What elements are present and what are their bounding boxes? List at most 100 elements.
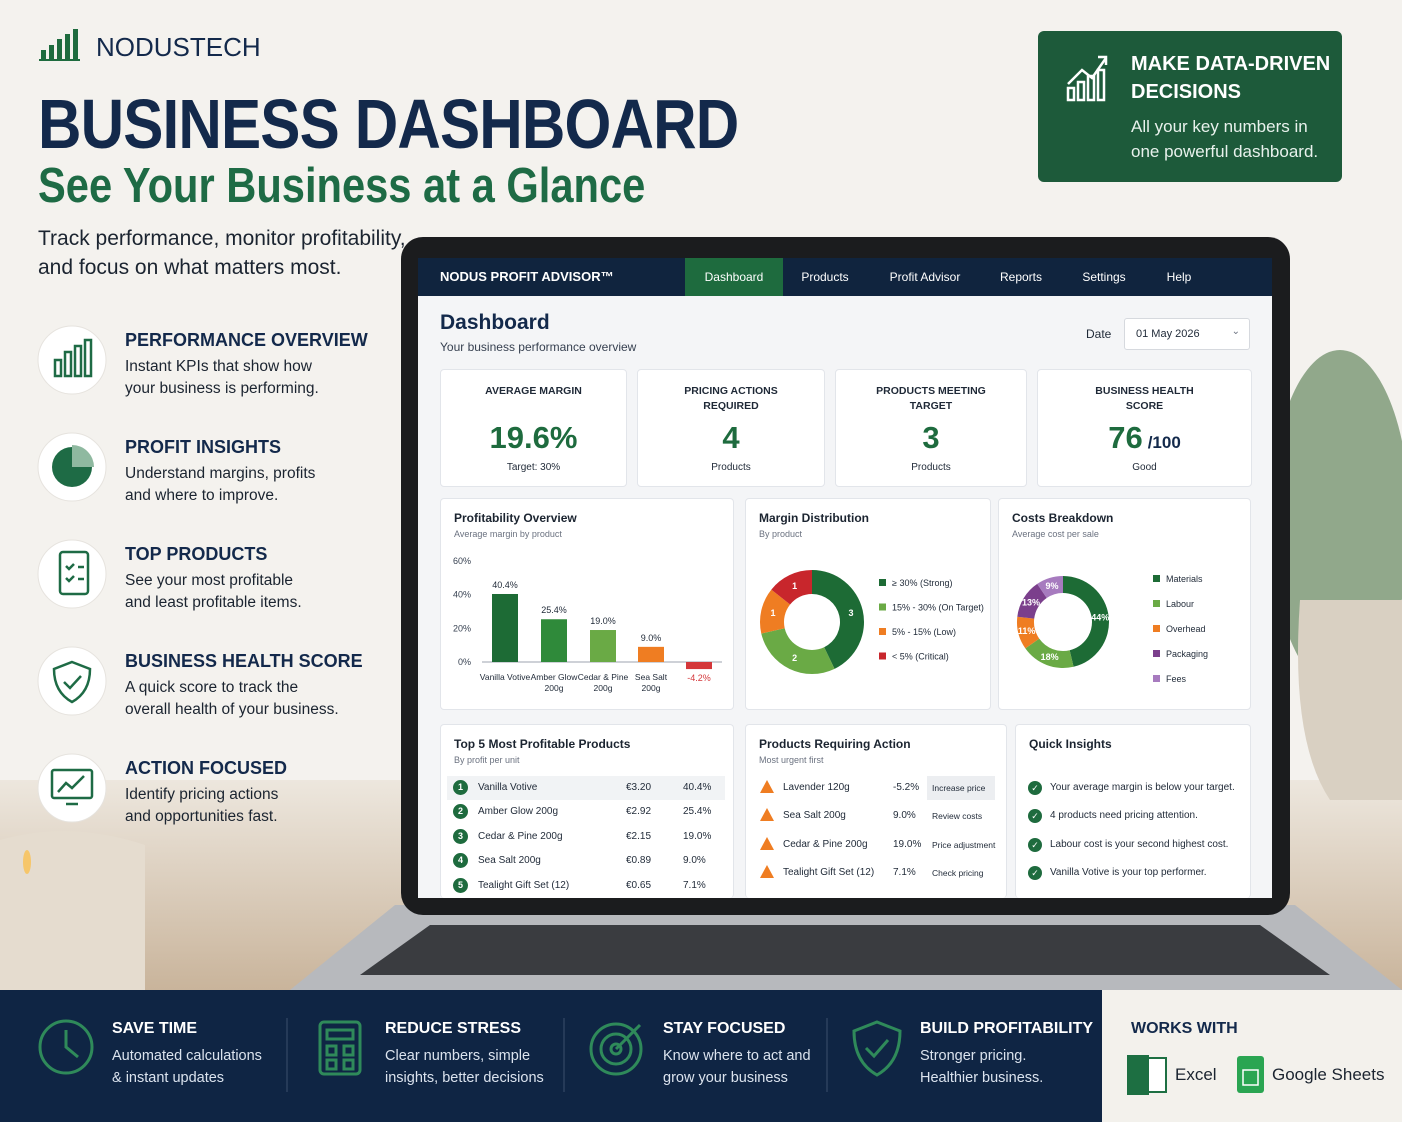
table-cell: 19.0%	[683, 831, 712, 842]
insight-text: Your average margin is below your target…	[1050, 782, 1235, 793]
table-cell: 25.4%	[683, 806, 712, 817]
table-cell: Amber Glow 200g	[478, 806, 559, 817]
table-cell: Price adjustment	[932, 840, 996, 850]
warning-icon	[760, 780, 774, 793]
row-highlight	[447, 776, 725, 800]
band-separators	[286, 1018, 828, 1092]
candle	[0, 831, 145, 990]
callout-box	[1038, 31, 1342, 182]
page-title: Dashboard	[440, 311, 550, 334]
benefit-text: Automated calculations	[112, 1048, 262, 1064]
feature-icons	[37, 325, 107, 823]
dropdown-caret: ⌄	[1231, 326, 1240, 337]
benefit-title: REDUCE STRESS	[385, 1020, 522, 1037]
table-cell: Sea Salt 200g	[478, 855, 541, 866]
works-with-title: WORKS WITH	[1131, 1020, 1238, 1037]
benefits-band	[0, 990, 1102, 1122]
feature-text: and least profitable items.	[125, 594, 302, 611]
feature-title: PROFIT INSIGHTS	[125, 437, 282, 457]
kpi-card: BUSINESS HEALTH SCORE 76/100 Good	[1037, 369, 1252, 487]
feature-title: PERFORMANCE OVERVIEW	[125, 330, 368, 350]
kpi-suffix: /100	[1147, 433, 1181, 452]
insight-text: 4 products need pricing attention.	[1050, 810, 1198, 821]
nav-item[interactable]: Profit Advisor	[889, 270, 961, 284]
warning-icon	[760, 865, 774, 878]
kpi-value: 3	[922, 420, 940, 455]
panel-subtitle: Average cost per sale	[1012, 529, 1099, 539]
feature-text: Identify pricing actions	[125, 786, 279, 803]
callout-icon	[1066, 55, 1108, 102]
top-products-panel: Top 5 Most Profitable Products By profit…	[440, 724, 734, 898]
check-icon: ✓	[1028, 781, 1042, 795]
nav-item[interactable]: Products	[801, 270, 849, 284]
table-cell: 40.4%	[683, 782, 712, 793]
rank-badge: 4	[453, 853, 468, 868]
kpi-card: PRICING ACTIONS REQUIRED 4 Products	[637, 369, 825, 487]
rank-badge: 5	[453, 878, 468, 893]
panel-subtitle: Most urgent first	[759, 755, 824, 765]
tagline: Track performance, monitor profitability…	[38, 227, 406, 250]
table-cell: Tealight Gift Set (12)	[478, 880, 570, 891]
feature-text: Understand margins, profits	[125, 465, 316, 482]
warning-icon	[760, 808, 774, 821]
kpi-label: AVERAGE MARGIN	[485, 385, 582, 397]
nav-item[interactable]: Reports	[999, 270, 1043, 284]
benefit-text: Stronger pricing.	[920, 1048, 1027, 1064]
kpi-value: 4	[722, 420, 740, 455]
panel-subtitle: By profit per unit	[454, 755, 520, 765]
insight-text: Labour cost is your second highest cost.	[1050, 839, 1229, 850]
panel-title: Profitability Overview	[454, 511, 577, 525]
benefit-text: Clear numbers, simple	[385, 1048, 531, 1064]
actions-panel: Products Requiring Action Most urgent fi…	[745, 724, 1007, 898]
feature-title: TOP PRODUCTS	[125, 544, 268, 564]
feature-text: See your most profitable	[125, 572, 294, 589]
table-cell: Tealight Gift Set (12)	[783, 867, 875, 878]
x-tick-label: Sea Salt 200g	[634, 672, 668, 693]
table-cell: Check pricing	[932, 868, 984, 878]
feature-text: Instant KPIs that show how	[125, 358, 312, 375]
kpi-label: PRICING ACTIONS REQUIRED	[684, 385, 778, 412]
feature-text: and where to improve.	[125, 487, 279, 504]
table-cell: 9.0%	[893, 810, 916, 821]
benefit-title: STAY FOCUSED	[663, 1020, 786, 1037]
date-select[interactable]: 01 May 2026 ⌄	[1124, 318, 1250, 350]
feature-title: ACTION FOCUSED	[125, 758, 287, 778]
panel-title: Products Requiring Action	[759, 737, 911, 751]
nav-item[interactable]: Help	[1166, 270, 1192, 284]
table-cell: 7.1%	[893, 867, 916, 878]
kpi-note: Products	[711, 462, 751, 473]
table-cell: Cedar & Pine 200g	[478, 831, 563, 842]
benefit-icons	[38, 1019, 902, 1077]
kpi-value-row: 3	[922, 420, 939, 456]
tagline: and focus on what matters most.	[38, 256, 342, 279]
nav-item[interactable]: Dashboard	[704, 270, 764, 284]
kpi-note: Good	[1132, 462, 1157, 473]
date-value: 01 May 2026	[1136, 328, 1200, 340]
laptop-keyboard	[360, 925, 1330, 975]
table-cell: Cedar & Pine 200g	[783, 839, 868, 850]
x-tick-label: Vanilla Votive	[479, 672, 531, 682]
rank-badge: 2	[453, 804, 468, 819]
brand-logo	[39, 29, 80, 61]
page-subtitle: Your business performance overview	[440, 340, 637, 354]
benefit-text: insights, better decisions	[385, 1070, 544, 1086]
table-cell: -5.2%	[893, 782, 920, 793]
table-cell: Review costs	[932, 811, 983, 821]
table-cell: €0.89	[626, 855, 652, 866]
insight-text: Vanilla Votive is your top performer.	[1050, 867, 1207, 878]
benefit-text: Healthier business.	[920, 1070, 1044, 1086]
panel-subtitle: Average margin by product	[454, 529, 562, 539]
table-cell: Vanilla Votive	[478, 782, 538, 793]
kpi-value: 19.6%	[489, 420, 578, 455]
main-title: BUSINESS DASHBOARD	[38, 85, 739, 163]
table-cell: Increase price	[932, 783, 986, 793]
table-cell: €2.15	[626, 831, 652, 842]
panel-title: Costs Breakdown	[1012, 511, 1114, 525]
callout-text: All your key numbers in	[1131, 117, 1308, 136]
app-name: NODUS PROFIT ADVISOR™	[440, 269, 614, 284]
nav-item[interactable]: Settings	[1082, 270, 1126, 284]
feature-text: and opportunities fast.	[125, 808, 278, 825]
kpi-card: AVERAGE MARGIN 19.6% Target: 30%	[440, 369, 627, 487]
kpi-note: Products	[911, 462, 951, 473]
table-cell: €3.20	[626, 782, 652, 793]
